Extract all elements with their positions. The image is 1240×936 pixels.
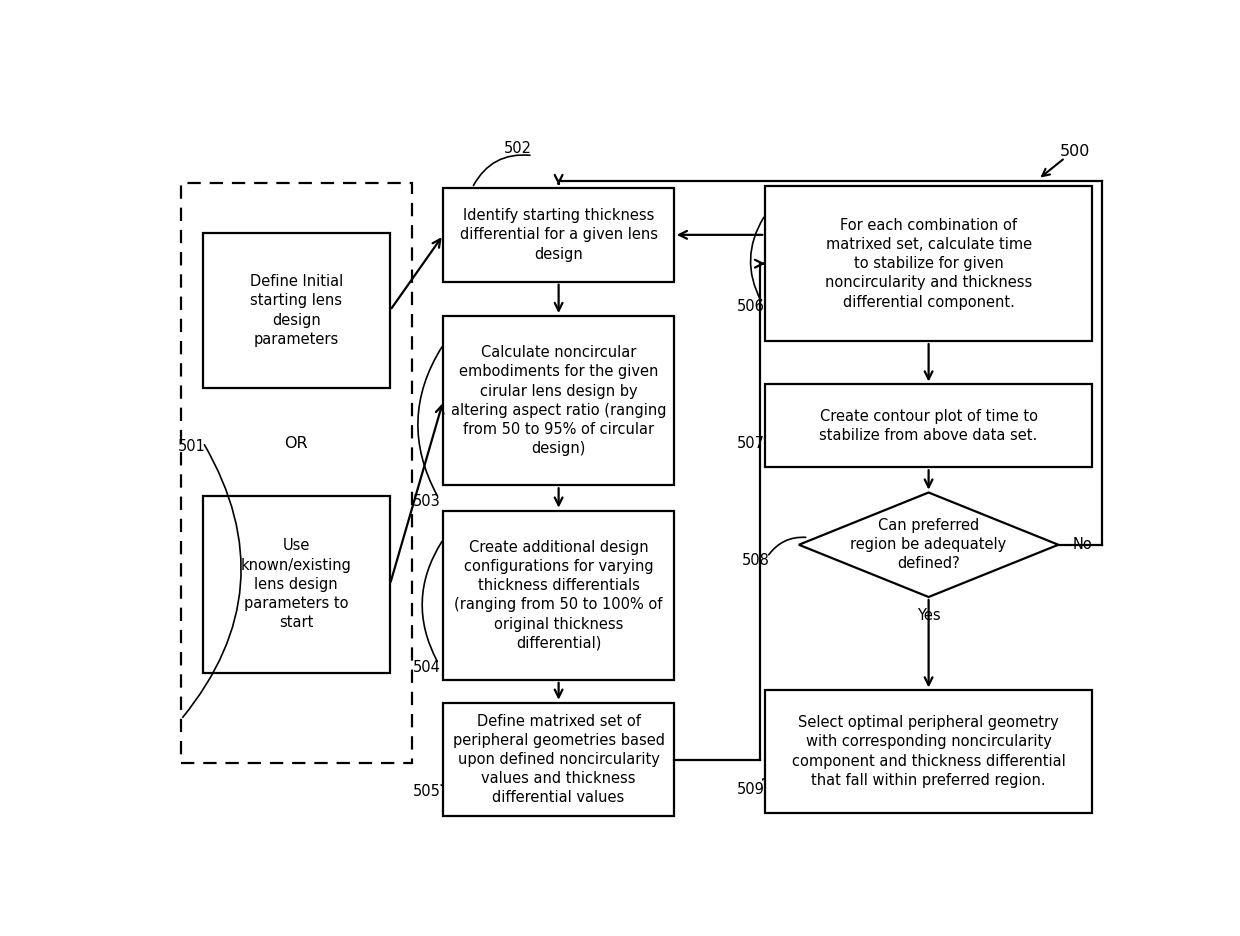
Text: Calculate noncircular
embodiments for the given
cirular lens design by
altering : Calculate noncircular embodiments for th… (451, 345, 666, 456)
Text: Create additional design
configurations for varying
thickness differentials
(ran: Create additional design configurations … (454, 540, 663, 651)
Text: 506: 506 (737, 300, 765, 314)
Text: Create contour plot of time to
stabilize from above data set.: Create contour plot of time to stabilize… (820, 409, 1038, 443)
Text: Can preferred
region be adequately
defined?: Can preferred region be adequately defin… (851, 518, 1007, 572)
Text: 501: 501 (177, 438, 206, 454)
FancyBboxPatch shape (765, 385, 1092, 467)
Text: Use
known/existing
lens design
parameters to
start: Use known/existing lens design parameter… (241, 538, 352, 630)
Polygon shape (799, 492, 1059, 597)
Text: No: No (1073, 537, 1092, 552)
Text: 509: 509 (737, 782, 765, 797)
FancyBboxPatch shape (202, 233, 389, 388)
Text: OR: OR (284, 436, 308, 451)
FancyBboxPatch shape (444, 510, 675, 680)
Text: 508: 508 (742, 553, 770, 568)
FancyBboxPatch shape (444, 188, 675, 282)
Text: 500: 500 (1059, 144, 1090, 159)
FancyBboxPatch shape (444, 703, 675, 816)
FancyBboxPatch shape (202, 496, 389, 673)
Text: Define Initial
starting lens
design
parameters: Define Initial starting lens design para… (249, 274, 343, 347)
FancyBboxPatch shape (444, 316, 675, 485)
FancyBboxPatch shape (765, 691, 1092, 812)
Text: Identify starting thickness
differential for a given lens
design: Identify starting thickness differential… (460, 208, 657, 261)
Text: 504: 504 (413, 660, 441, 675)
FancyBboxPatch shape (181, 183, 412, 763)
Text: Select optimal peripheral geometry
with corresponding noncircularity
component a: Select optimal peripheral geometry with … (791, 715, 1065, 788)
Text: Yes: Yes (916, 607, 940, 622)
Text: Define matrixed set of
peripheral geometries based
upon defined noncircularity
v: Define matrixed set of peripheral geomet… (453, 713, 665, 805)
Text: 507: 507 (737, 436, 765, 451)
FancyBboxPatch shape (765, 186, 1092, 341)
Text: 505: 505 (413, 783, 441, 798)
Text: 503: 503 (413, 494, 441, 509)
Text: 502: 502 (505, 140, 532, 156)
Text: For each combination of
matrixed set, calculate time
to stabilize for given
nonc: For each combination of matrixed set, ca… (825, 218, 1032, 310)
